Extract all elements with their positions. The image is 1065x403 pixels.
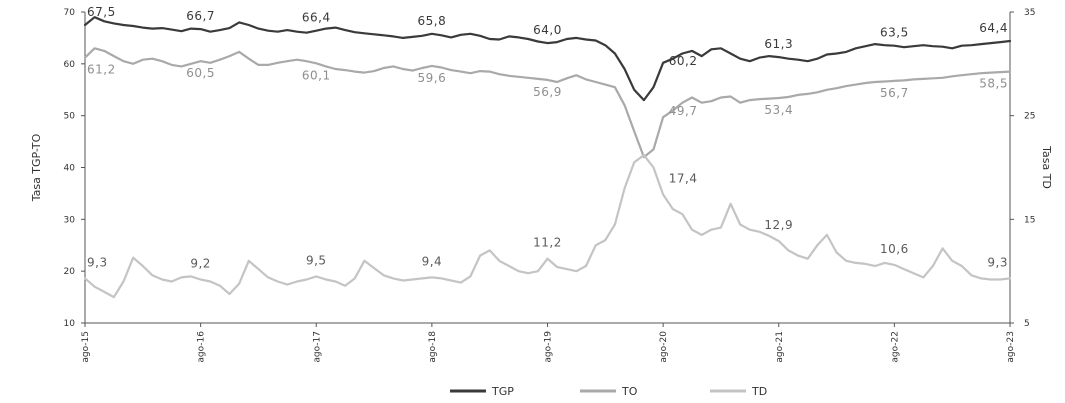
legend-label-td: TD	[751, 385, 767, 398]
right-y-tick-label: 5	[1024, 319, 1030, 329]
series-line-tgp	[83, 16, 1012, 102]
data-label-td: 9,5	[306, 253, 327, 267]
data-labels: 67,5 66,7 66,4 65,8 64,0 60,2 61,3 63,5 64,4 61,2…	[87, 5, 1008, 271]
legend-label-to: TO	[621, 385, 638, 398]
data-label-to: 60,1	[302, 68, 331, 82]
x-tick-label: ago-19	[544, 331, 554, 363]
x-tick-label: ago-16	[197, 331, 207, 363]
data-label-td: 9,4	[422, 254, 443, 268]
data-label-tgp: 64,0	[533, 23, 562, 37]
x-tick-label: ago-20	[659, 331, 669, 363]
left-y-tick-label: 20	[64, 267, 76, 277]
series-line-to	[83, 47, 1012, 159]
data-label-td: 9,3	[87, 255, 108, 269]
data-label-to: 56,9	[533, 85, 562, 99]
legend-label-tgp: TGP	[491, 385, 514, 398]
x-tick-label: ago-21	[775, 331, 785, 363]
data-label-tgp: 67,5	[87, 5, 116, 19]
data-label-td: 17,4	[669, 171, 698, 185]
data-label-tgp: 63,5	[880, 26, 909, 40]
left-y-tick-label: 30	[64, 215, 76, 225]
right-y-tick-label: 25	[1024, 112, 1035, 122]
data-label-to: 60,5	[186, 66, 215, 80]
data-label-tgp: 66,4	[302, 11, 331, 25]
series-lines	[83, 16, 1012, 299]
data-label-tgp: 66,7	[186, 9, 215, 23]
data-label-to: 49,7	[669, 104, 698, 118]
left-y-tick-label: 40	[64, 164, 76, 174]
data-label-tgp: 65,8	[418, 14, 447, 28]
data-label-tgp: 60,2	[669, 54, 698, 68]
data-label-td: 12,9	[764, 218, 793, 232]
x-tick-label: ago-15	[81, 331, 91, 363]
data-label-to: 61,2	[87, 63, 116, 77]
data-label-tgp: 61,3	[764, 37, 793, 51]
right-y-tick-label: 15	[1024, 215, 1035, 225]
data-label-td: 10,6	[880, 242, 909, 256]
left-y-tick-label: 60	[64, 60, 76, 70]
left-y-tick-label: 70	[64, 8, 76, 18]
right-y-tick-label: 35	[1024, 8, 1035, 18]
data-label-td: 11,2	[533, 236, 562, 250]
left-y-tick-label: 50	[64, 112, 76, 122]
left-axis-title: Tasa TGP-TO	[30, 133, 43, 202]
x-tick-label: ago-22	[890, 331, 900, 363]
data-label-td: 9,2	[190, 256, 211, 270]
data-label-tgp: 64,4	[979, 21, 1008, 35]
data-label-to: 59,6	[418, 71, 447, 85]
x-tick-label: ago-23	[1006, 331, 1016, 363]
chart-legend: TGP TO TD	[450, 385, 767, 398]
chart-axes: 10 20 30 40 50 60 70 5 15 25 35 ago-15 ago-16 ago-17 a…	[30, 8, 1053, 363]
x-tick-label: ago-18	[428, 331, 438, 363]
data-label-td: 9,3	[987, 255, 1008, 269]
series-line-td	[83, 154, 1012, 299]
data-label-to: 56,7	[880, 86, 909, 100]
data-label-to: 58,5	[979, 77, 1008, 91]
data-label-to: 53,4	[764, 103, 793, 117]
right-axis-title: Tasa TD	[1040, 145, 1053, 189]
left-y-tick-label: 10	[64, 319, 76, 329]
x-tick-label: ago-17	[312, 331, 322, 363]
